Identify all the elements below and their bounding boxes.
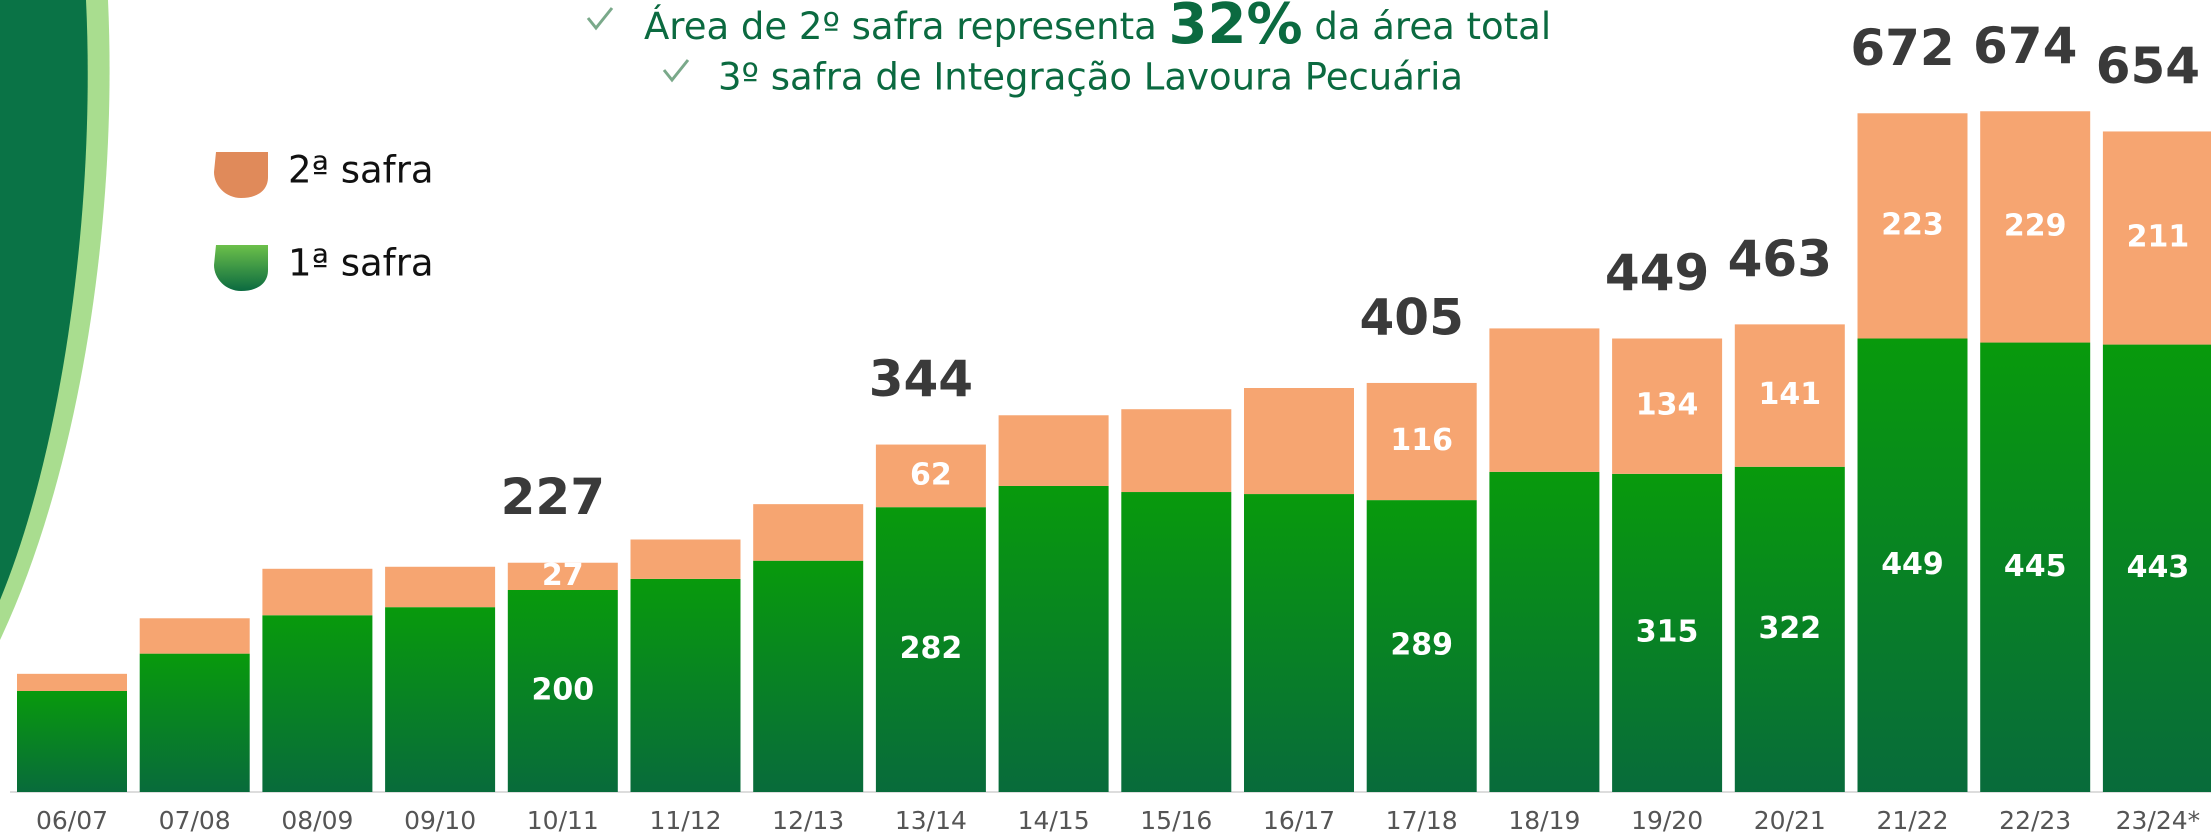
bar-segment [1980,111,2091,343]
bar-segment [1734,324,1845,467]
bar-segment [262,568,373,616]
x-tick-label: 10/11 [527,806,599,835]
segment-label: 62 [910,457,952,492]
bar-segment [753,504,864,561]
x-tick-label: 07/08 [159,806,231,835]
legend-label: 2ª safra [288,149,434,192]
total-label: 674 [1973,17,2077,75]
x-tick-label: 19/20 [1631,806,1703,835]
x-tick-label: 18/19 [1508,806,1580,835]
bar-segment [507,590,618,792]
x-tick-label: 06/07 [36,806,108,835]
bar-segment [1244,388,1354,495]
bar-segment [998,415,1109,486]
bar-segment [1857,113,1968,339]
bar-segment [1857,338,1968,792]
bar-segment [1121,409,1232,493]
bar-segment [2102,131,2211,345]
subtitle: 3º safra de Integração Lavoura Pecuária [718,56,1463,99]
headline-highlight: 32% [1169,0,1303,57]
bar-segment [1489,328,1600,472]
bar-segment [385,566,496,608]
bar-segment [1612,473,1723,792]
segment-label: 229 [2004,208,2067,243]
x-tick-label: 22/23 [1999,806,2071,835]
bar-segment [17,673,127,691]
x-tick-label: 23/24* [2116,806,2201,835]
x-tick-label: 15/16 [1140,806,1212,835]
x-tick-label: 21/22 [1876,806,1948,835]
total-label: 449 [1605,244,1709,302]
bar-segment [139,653,250,792]
bar-segment [630,539,741,579]
x-tick-label: 20/21 [1754,806,1826,835]
x-tick-label: 17/18 [1386,806,1458,835]
segment-label: 223 [1881,207,1944,242]
bar-segment [1734,466,1845,792]
segment-label: 445 [2004,549,2067,584]
legend-swatch [214,245,268,291]
segment-label: 27 [542,558,584,593]
legend-label: 1ª safra [288,242,434,285]
x-tick-label: 14/15 [1018,806,1090,835]
segment-label: 282 [900,631,963,666]
decor-inner [0,0,88,600]
bar-segment [753,560,864,792]
headline: Área de 2º safra representa 32% da área … [644,0,1551,57]
x-tick-label: 16/17 [1263,806,1335,835]
bar-segment [1366,382,1477,501]
total-label: 344 [869,350,973,408]
segment-label: 116 [1390,423,1453,458]
segment-label: 200 [531,673,594,708]
bar-segment [875,507,986,792]
bar-segment [630,578,741,792]
segment-label: 211 [2127,220,2190,255]
headline-part: da área total [1303,5,1552,48]
total-label: 463 [1728,230,1832,288]
headline-part: Área de 2º safra representa [644,4,1169,48]
bar-segment [1612,338,1723,474]
segment-label: 443 [2127,550,2190,585]
bar-segment [17,691,127,792]
bar-segment [507,562,618,590]
total-label: 672 [1850,19,1954,77]
segment-label: 141 [1758,377,1821,412]
x-tick-label: 09/10 [404,806,476,835]
bar-segment [998,485,1109,792]
bar-segment [1366,500,1477,792]
segment-label: 315 [1636,614,1699,649]
total-label: 227 [501,468,605,526]
x-tick-label: 13/14 [895,806,967,835]
segment-label: 134 [1636,388,1699,423]
total-label: 654 [2096,37,2200,95]
x-tick-label: 11/12 [649,806,721,835]
segment-label: 289 [1390,628,1453,663]
total-label: 405 [1360,288,1464,346]
bar-segment [875,444,986,508]
legend-swatch [214,152,268,198]
bar-segment [2102,344,2211,792]
check [586,7,614,31]
bar-segment [262,615,373,792]
x-tick-label: 12/13 [772,806,844,835]
bar-segment [385,607,496,792]
bar-segment [1121,492,1232,792]
check [662,59,690,83]
segment-label: 322 [1758,611,1821,646]
segment-label: 449 [1881,547,1944,582]
bar-segment [1244,494,1354,792]
bar-segment [1489,471,1600,792]
bar-segment [1980,342,2091,792]
x-tick-label: 08/09 [281,806,353,835]
bar-segment [139,618,250,654]
